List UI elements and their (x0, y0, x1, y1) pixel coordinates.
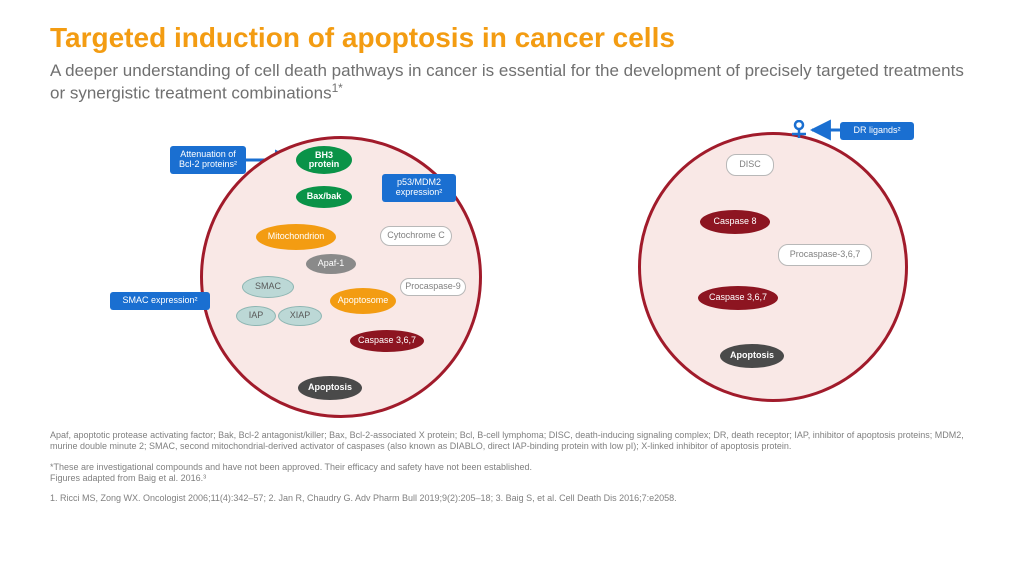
slide: Targeted induction of apoptosis in cance… (0, 0, 1024, 576)
node-procasp367: Procaspase-3,6,7 (778, 244, 872, 266)
node-apopto: Apoptosome (330, 288, 396, 314)
node-apoptosisL: Apoptosis (298, 376, 362, 400)
abbreviations: Apaf, apoptotic protease activating fact… (50, 430, 974, 453)
references: 1. Ricci MS, Zong WX. Oncologist 2006;11… (50, 493, 974, 504)
node-casp367l: Caspase 3,6,7 (350, 330, 424, 352)
node-smac: SMAC (242, 276, 294, 298)
node-cytc: Cytochrome C (380, 226, 452, 246)
cb-dr: DR ligands² (840, 122, 914, 140)
cb-p53: p53/MDM2expression² (382, 174, 456, 202)
cb-smac: SMAC expression² (110, 292, 210, 310)
node-bh3: BH3protein (296, 146, 352, 174)
pathway-diagram: BH3protein Bax/bak Mitochondrion Cytochrome… (50, 114, 974, 424)
node-mito: Mitochondrion (256, 224, 336, 250)
node-casp367r: Caspase 3,6,7 (698, 286, 778, 310)
cb-bcl2: Attenuation ofBcl-2 proteins² (170, 146, 246, 174)
node-baxbak: Bax/bak (296, 186, 352, 208)
disclaimer: *These are investigational compounds and… (50, 462, 974, 485)
death-receptor-icon (788, 120, 810, 145)
node-apoptosisR: Apoptosis (720, 344, 784, 368)
node-procasp9: Procaspase-9 (400, 278, 466, 296)
node-casp8: Caspase 8 (700, 210, 770, 234)
page-subtitle: A deeper understanding of cell death pat… (50, 60, 974, 104)
page-title: Targeted induction of apoptosis in cance… (50, 22, 974, 54)
node-disc: DISC (726, 154, 774, 176)
